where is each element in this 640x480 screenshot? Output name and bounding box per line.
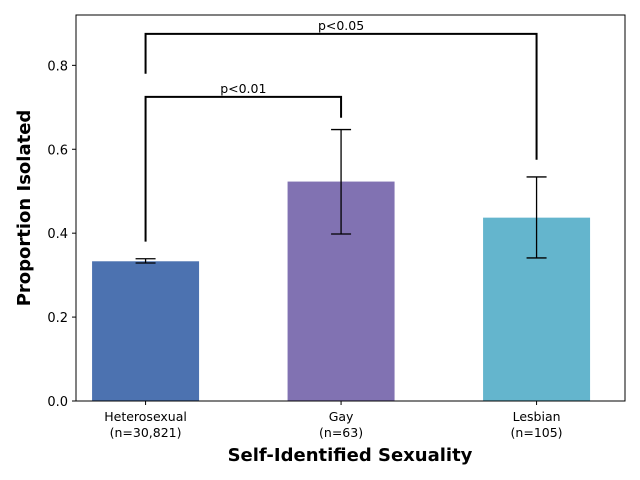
- x-tick-sublabel-1: (n=63): [319, 425, 363, 440]
- y-tick-label-3: 0.6: [47, 143, 68, 158]
- y-axis-title: Proportion Isolated: [14, 110, 35, 307]
- x-tick-label-1: Gay: [329, 409, 354, 424]
- x-axis-title: Self-Identified Sexuality: [228, 445, 473, 466]
- y-tick-label-0: 0.0: [47, 395, 68, 410]
- significance-bracket-0: [144, 95, 343, 242]
- x-tick-label-0: Heterosexual: [104, 409, 187, 424]
- x-tick-label-2: Lesbian: [513, 409, 561, 424]
- y-tick-label-4: 0.8: [47, 59, 68, 74]
- significance-label-0: p<0.01: [220, 81, 266, 96]
- bar-0: [92, 261, 200, 401]
- y-tick-label-1: 0.2: [47, 311, 68, 326]
- x-tick-sublabel-2: (n=105): [511, 425, 563, 440]
- plot-area: p<0.01p<0.050.00.20.40.60.8Heterosexual(…: [47, 14, 626, 440]
- axes-frame: [75, 14, 626, 402]
- x-tick-sublabel-0: (n=30,821): [110, 425, 182, 440]
- significance-label-1: p<0.05: [318, 18, 364, 33]
- significance-bracket-1: [144, 32, 538, 160]
- y-tick-label-2: 0.4: [47, 227, 68, 242]
